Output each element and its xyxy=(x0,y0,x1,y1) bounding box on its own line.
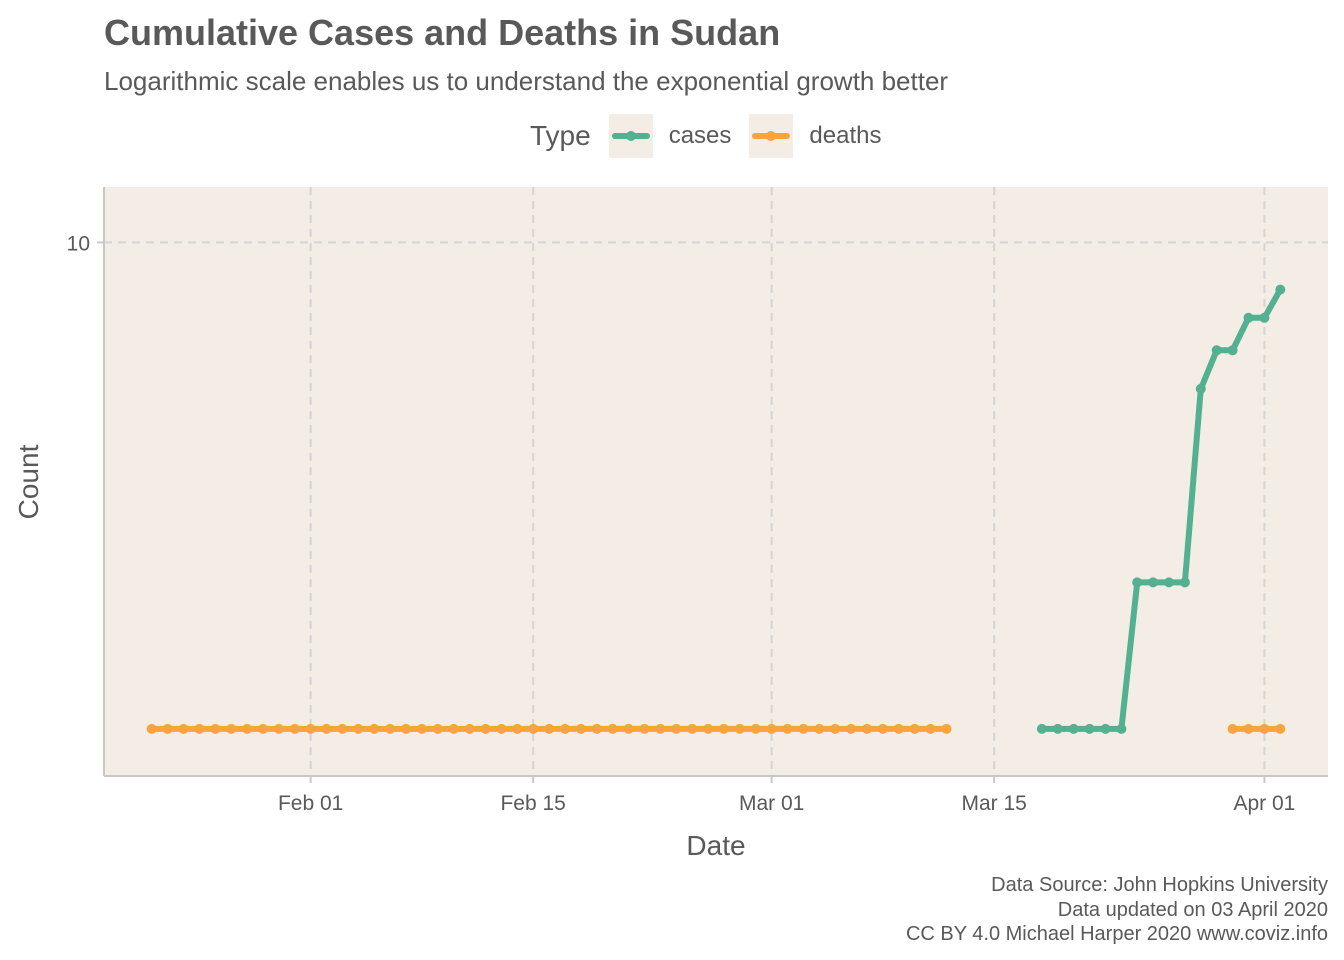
deaths-point xyxy=(353,723,364,734)
cases-point xyxy=(1164,577,1174,588)
cases-point xyxy=(1211,345,1222,356)
deaths-point xyxy=(1227,723,1238,734)
deaths-point xyxy=(782,723,793,734)
deaths-point xyxy=(321,723,332,734)
legend-key-deaths xyxy=(749,114,794,158)
x-tick-label: Apr 01 xyxy=(1233,792,1295,815)
x-tick-label: Feb 01 xyxy=(278,792,343,815)
x-tick-label: Mar 15 xyxy=(962,792,1027,815)
deaths-point xyxy=(226,723,237,734)
deaths-point xyxy=(560,723,570,734)
cases-point xyxy=(1243,312,1254,323)
deaths-point xyxy=(544,723,555,734)
deaths-point xyxy=(830,723,841,734)
chart-title: Cumulative Cases and Deaths in Sudan xyxy=(104,12,781,53)
caption-license: CC BY 4.0 Michael Harper 2020 www.coviz.… xyxy=(905,923,1328,945)
cases-point xyxy=(1179,577,1190,588)
deaths-point xyxy=(877,723,888,734)
deaths-point xyxy=(512,723,523,734)
deaths-point xyxy=(687,723,698,734)
deaths-point xyxy=(718,723,729,734)
deaths-point xyxy=(766,723,777,734)
deaths-point xyxy=(591,723,602,734)
cases-point xyxy=(1100,723,1111,734)
deaths-point xyxy=(369,723,380,734)
deaths-point xyxy=(1259,723,1270,734)
cases-point xyxy=(1259,312,1270,323)
deaths-point xyxy=(893,723,904,734)
plot-panel xyxy=(104,187,1328,776)
cases-point xyxy=(1084,723,1095,734)
deaths-point xyxy=(258,723,268,734)
deaths-point xyxy=(639,723,650,734)
cases-line xyxy=(1038,286,1284,732)
legend-key-cases xyxy=(608,114,653,158)
deaths-point xyxy=(273,723,284,734)
deaths-point xyxy=(750,723,761,734)
series-deaths xyxy=(146,723,1286,734)
deaths-point xyxy=(289,723,300,734)
deaths-point xyxy=(671,723,682,734)
deaths-point xyxy=(528,723,539,734)
cases-point xyxy=(1132,577,1143,588)
deaths-point xyxy=(194,723,205,734)
x-tick-label: Mar 01 xyxy=(739,792,804,815)
deaths-point xyxy=(432,723,443,734)
deaths-point xyxy=(814,723,825,734)
deaths-point xyxy=(210,723,221,734)
cases-point xyxy=(1116,723,1127,734)
series-cases xyxy=(1036,284,1286,734)
deaths-point xyxy=(862,723,872,734)
cases-point xyxy=(1052,723,1063,734)
deaths-point xyxy=(496,723,507,734)
deaths-point xyxy=(162,723,173,734)
y-tick-label: 10 xyxy=(67,232,90,255)
deaths-point xyxy=(464,723,475,734)
deaths-point xyxy=(734,723,745,734)
legend-label-deaths: deaths xyxy=(809,122,882,149)
deaths-point xyxy=(798,723,809,734)
deaths-point xyxy=(1275,723,1286,734)
legend-title: Type xyxy=(530,120,591,151)
deaths-point xyxy=(846,723,857,734)
cases-point xyxy=(1148,577,1159,588)
cases-point xyxy=(1195,383,1206,394)
legend: Type cases deaths xyxy=(530,114,899,158)
deaths-point xyxy=(480,723,491,734)
cases-point xyxy=(1227,345,1238,356)
deaths-point xyxy=(401,723,411,734)
caption-source: Data Source: John Hopkins University xyxy=(991,874,1328,896)
x-axis-title: Date xyxy=(686,830,745,861)
deaths-point xyxy=(337,723,348,734)
deaths-point xyxy=(703,723,714,734)
y-axis-title: Count xyxy=(13,444,44,519)
deaths-point xyxy=(146,723,157,734)
deaths-point xyxy=(385,723,396,734)
caption-updated: Data updated on 03 April 2020 xyxy=(1057,899,1328,921)
cases-point xyxy=(1068,723,1079,734)
x-tick-label: Feb 15 xyxy=(500,792,565,815)
deaths-point xyxy=(416,723,427,734)
deaths-point xyxy=(941,723,952,734)
cases-point xyxy=(1036,723,1047,734)
deaths-point xyxy=(575,723,586,734)
deaths-point xyxy=(607,723,618,734)
deaths-point xyxy=(925,723,936,734)
deaths-point xyxy=(623,723,634,734)
deaths-point xyxy=(909,723,920,734)
deaths-point xyxy=(655,723,666,734)
deaths-point xyxy=(242,723,253,734)
deaths-point xyxy=(305,723,316,734)
legend-label-cases: cases xyxy=(668,122,732,149)
deaths-point xyxy=(448,723,459,734)
deaths-point xyxy=(1243,723,1254,734)
chart-subtitle: Logarithmic scale enables us to understa… xyxy=(104,66,949,96)
cases-point xyxy=(1275,284,1286,295)
deaths-point xyxy=(178,723,189,734)
